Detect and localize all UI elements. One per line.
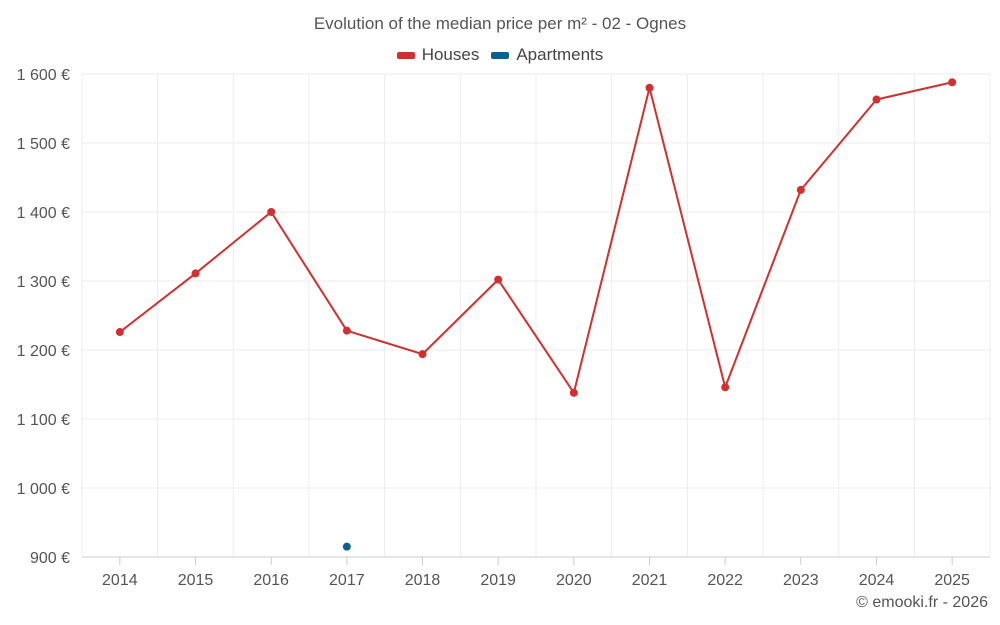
x-tick-label: 2017 bbox=[329, 572, 365, 589]
y-tick-label: 1 400 € bbox=[17, 205, 70, 222]
credit-text: © emooki.fr - 2026 bbox=[856, 594, 988, 611]
data-point-houses bbox=[645, 83, 654, 92]
legend-item-apartments[interactable]: Apartments bbox=[491, 45, 603, 65]
x-tick-label: 2019 bbox=[480, 572, 516, 589]
legend-label-houses: Houses bbox=[421, 45, 480, 64]
chart-title: Evolution of the median price per m² - 0… bbox=[313, 14, 687, 33]
y-tick-label: 900 € bbox=[30, 550, 70, 567]
y-tick-label: 1 200 € bbox=[17, 343, 70, 360]
x-tick-label: 2015 bbox=[178, 572, 214, 589]
data-point-houses bbox=[267, 208, 276, 216]
x-tick-label: 2014 bbox=[102, 572, 138, 589]
y-tick-label: 1 300 € bbox=[17, 274, 70, 291]
x-tick-label: 2020 bbox=[556, 572, 592, 589]
legend-item-houses[interactable]: Houses bbox=[396, 45, 480, 65]
legend-swatch-houses bbox=[396, 51, 415, 59]
x-tick-label: 2022 bbox=[707, 572, 743, 589]
x-tick-label: 2023 bbox=[783, 572, 819, 589]
data-point-houses bbox=[494, 275, 503, 284]
y-tick-label: 1 000 € bbox=[17, 481, 70, 498]
legend-label-apartments: Apartments bbox=[516, 45, 604, 64]
x-tick-label: 2021 bbox=[632, 572, 668, 589]
x-tick-label: 2025 bbox=[934, 572, 970, 589]
y-tick-label: 1 100 € bbox=[17, 412, 70, 429]
data-point-apartments bbox=[342, 542, 351, 551]
y-tick-label: 1 600 € bbox=[17, 67, 70, 84]
data-point-houses bbox=[342, 326, 351, 335]
chart-legend: Houses Apartments bbox=[0, 45, 1000, 65]
data-point-houses bbox=[796, 185, 805, 194]
data-point-houses bbox=[721, 383, 730, 392]
series-line-houses bbox=[119, 81, 953, 396]
y-tick-label: 1 500 € bbox=[17, 136, 70, 153]
x-tick-label: 2018 bbox=[405, 572, 441, 589]
legend-swatch-apartments bbox=[491, 51, 510, 59]
data-point-houses bbox=[115, 328, 124, 337]
data-point-houses bbox=[418, 350, 427, 359]
data-point-houses bbox=[872, 95, 881, 104]
data-point-houses bbox=[191, 269, 200, 278]
data-point-houses bbox=[569, 388, 578, 397]
data-point-houses bbox=[948, 78, 957, 87]
x-tick-label: 2024 bbox=[859, 572, 895, 589]
x-tick-label: 2016 bbox=[253, 572, 289, 589]
